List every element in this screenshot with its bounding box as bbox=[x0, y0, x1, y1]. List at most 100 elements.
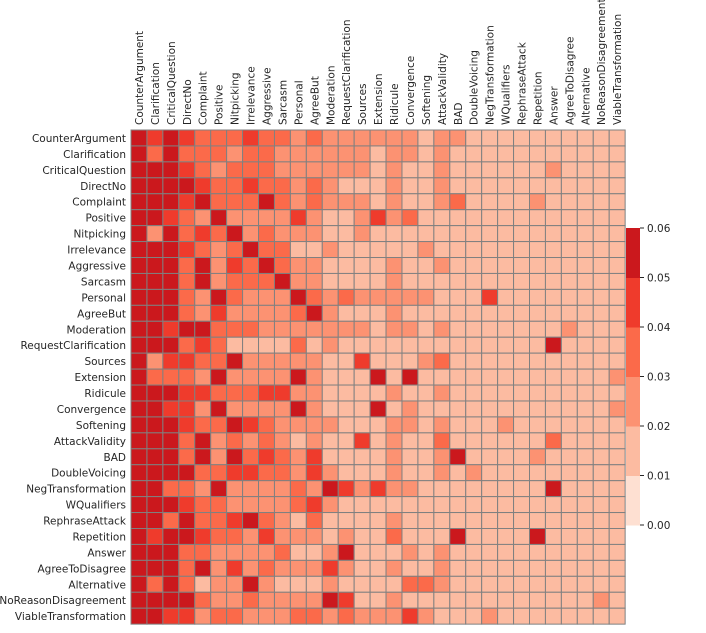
heatmap-cell-BAD-RephraseAttack bbox=[513, 448, 530, 466]
heatmap-cell-Extension-CriticalQuestion bbox=[162, 368, 180, 386]
heatmap-cell-Softening-BAD bbox=[449, 416, 467, 434]
heatmap-cell-RephraseAttack-CounterArgument bbox=[130, 512, 148, 529]
heatmap-cell-Repetition-NoReasonDisagreement bbox=[592, 528, 610, 545]
heatmap-cell-AgreeToDisagree-ViableTransformation bbox=[608, 559, 626, 577]
heatmap-cell-DoubleVoicing-Answer bbox=[544, 464, 562, 482]
col-label-WQualifiers: WQualifiers bbox=[501, 65, 513, 125]
heatmap-cell-WQualifiers-Answer bbox=[544, 496, 562, 514]
heatmap-cell-DirectNo-NoReasonDisagreement bbox=[592, 177, 610, 195]
heatmap-cell-DoubleVoicing-NoReasonDisagreement bbox=[592, 464, 610, 482]
heatmap-cell-Positive-AgreeBut bbox=[305, 209, 323, 227]
heatmap-cell-Repetition-Personal bbox=[289, 528, 307, 545]
heatmap-cell-Personal-WQualifiers bbox=[497, 288, 515, 306]
heatmap-cell-AgreeToDisagree-Ridicule bbox=[385, 559, 403, 577]
heatmap-cell-DoubleVoicing-Repetition bbox=[529, 464, 546, 482]
heatmap-cell-DirectNo-CriticalQuestion bbox=[162, 177, 180, 195]
heatmap-cell-Convergence-Convergence bbox=[401, 400, 419, 418]
heatmap-cell-Nitpicking-BAD bbox=[449, 225, 467, 243]
heatmap-cell-Answer-Moderation bbox=[321, 543, 339, 561]
heatmap-cell-WQualifiers-Personal bbox=[289, 496, 307, 514]
heatmap-cell-DoubleVoicing-AgreeBut bbox=[305, 464, 323, 482]
heatmap-cell-CriticalQuestion-Nitpicking bbox=[226, 161, 244, 179]
heatmap-cell-AgreeBut-Positive bbox=[210, 304, 228, 322]
heatmap-cell-WQualifiers-Sarcasm bbox=[273, 496, 291, 514]
heatmap-cell-Extension-NoReasonDisagreement bbox=[592, 368, 610, 386]
heatmap-cell-Alternative-DirectNo bbox=[178, 575, 196, 593]
heatmap-cell-NegTransformation-CounterArgument bbox=[130, 480, 148, 498]
heatmap-cell-RequestClarification-NoReasonDisagreement bbox=[592, 336, 610, 354]
heatmap-cell-Sources-CriticalQuestion bbox=[162, 352, 180, 370]
heatmap-cell-RephraseAttack-Aggressive bbox=[258, 512, 275, 529]
colorbar-tick-label: 0.00 bbox=[647, 520, 670, 532]
heatmap-cell-Clarification-RequestClarification bbox=[337, 145, 355, 163]
heatmap-cell-WQualifiers-NoReasonDisagreement bbox=[592, 496, 610, 514]
heatmap-cell-NoReasonDisagreement-RequestClarification bbox=[337, 591, 355, 609]
heatmap-cell-Sources-RephraseAttack bbox=[513, 352, 530, 370]
heatmap-cell-CriticalQuestion-Softening bbox=[417, 161, 435, 179]
heatmap-cell-CriticalQuestion-AttackValidity bbox=[433, 161, 451, 179]
heatmap-cell-RequestClarification-Irrelevance bbox=[242, 336, 260, 354]
heatmap-cell-NegTransformation-AgreeToDisagree bbox=[560, 480, 578, 498]
heatmap-cell-Complaint-Clarification bbox=[146, 193, 164, 211]
heatmap-cell-Sources-CounterArgument bbox=[130, 352, 148, 370]
heatmap-cell-Extension-AttackValidity bbox=[433, 368, 451, 386]
heatmap-cell-ViableTransformation-CriticalQuestion bbox=[162, 607, 180, 625]
heatmap-cell-Softening-CriticalQuestion bbox=[162, 416, 180, 434]
heatmap-cell-Ridicule-NegTransformation bbox=[481, 384, 499, 402]
heatmap-cell-Convergence-RequestClarification bbox=[337, 400, 355, 418]
heatmap-cell-Sarcasm-Nitpicking bbox=[226, 272, 244, 290]
heatmap-cell-Sarcasm-AttackValidity bbox=[433, 272, 451, 290]
heatmap-cell-Moderation-BAD bbox=[449, 320, 467, 338]
heatmap-cell-Softening-Repetition bbox=[529, 416, 546, 434]
col-label-RequestClarification: RequestClarification bbox=[341, 19, 353, 125]
heatmap-cell-Positive-Moderation bbox=[321, 209, 339, 227]
heatmap-cell-Ridicule-AgreeBut bbox=[305, 384, 323, 402]
heatmap-cell-Clarification-Complaint bbox=[194, 145, 212, 163]
heatmap-cell-Moderation-Extension bbox=[369, 320, 387, 338]
heatmap-cell-Answer-CounterArgument bbox=[130, 543, 148, 561]
heatmap-cell-WQualifiers-DirectNo bbox=[178, 496, 196, 514]
heatmap-cell-BAD-Moderation bbox=[321, 448, 339, 466]
heatmap-cell-DirectNo-Clarification bbox=[146, 177, 164, 195]
row-label-Convergence: Convergence bbox=[57, 404, 126, 416]
heatmap-cell-Personal-Aggressive bbox=[258, 288, 275, 306]
heatmap-cell-DoubleVoicing-Extension bbox=[369, 464, 387, 482]
col-label-Sarcasm: Sarcasm bbox=[277, 80, 289, 125]
heatmap-cell-DoubleVoicing-Ridicule bbox=[385, 464, 403, 482]
heatmap-cell-Nitpicking-ViableTransformation bbox=[608, 225, 626, 243]
heatmap-cell-CriticalQuestion-ViableTransformation bbox=[608, 161, 626, 179]
heatmap-cell-Clarification-Irrelevance bbox=[242, 145, 260, 163]
heatmap-cell-AttackValidity-Clarification bbox=[146, 432, 164, 450]
heatmap-cell-Aggressive-Softening bbox=[417, 257, 435, 274]
heatmap-cell-Clarification-ViableTransformation bbox=[608, 145, 626, 163]
heatmap-cell-AgreeToDisagree-Irrelevance bbox=[242, 559, 260, 577]
heatmap-cell-Personal-Positive bbox=[210, 288, 228, 306]
heatmap-cell-Extension-DoubleVoicing bbox=[465, 368, 483, 386]
heatmap-cell-Nitpicking-Irrelevance bbox=[242, 225, 260, 243]
heatmap-cell-Complaint-Convergence bbox=[401, 193, 419, 211]
heatmap-cell-AttackValidity-Personal bbox=[289, 432, 307, 450]
heatmap-cell-Extension-Irrelevance bbox=[242, 368, 260, 386]
heatmap-cell-AgreeBut-NegTransformation bbox=[481, 304, 499, 322]
heatmap-cell-ViableTransformation-AttackValidity bbox=[433, 607, 451, 625]
heatmap-cell-Convergence-Alternative bbox=[576, 400, 594, 418]
heatmap-cell-DirectNo-Softening bbox=[417, 177, 435, 195]
heatmap-cell-Sources-AgreeToDisagree bbox=[560, 352, 578, 370]
heatmap-cell-Repetition-Extension bbox=[369, 528, 387, 545]
heatmap-cell-CriticalQuestion-Answer bbox=[544, 161, 562, 179]
heatmap-cell-NoReasonDisagreement-Answer bbox=[544, 591, 562, 609]
heatmap-cell-RequestClarification-Extension bbox=[369, 336, 387, 354]
heatmap-cell-Positive-Softening bbox=[417, 209, 435, 227]
heatmap-cell-BAD-Nitpicking bbox=[226, 448, 244, 466]
col-label-Complaint: Complaint bbox=[198, 71, 210, 125]
heatmap-cell-AgreeBut-BAD bbox=[449, 304, 467, 322]
heatmap-cell-CounterArgument-NoReasonDisagreement bbox=[592, 129, 610, 147]
heatmap-cell-DirectNo-Nitpicking bbox=[226, 177, 244, 195]
heatmap-cell-Complaint-Answer bbox=[544, 193, 562, 211]
heatmap-cell-NoReasonDisagreement-Sarcasm bbox=[273, 591, 291, 609]
heatmap-cell-Extension-Personal bbox=[289, 368, 307, 386]
heatmap-cell-Alternative-RephraseAttack bbox=[513, 575, 530, 593]
heatmap-cell-RephraseAttack-RequestClarification bbox=[337, 512, 355, 529]
heatmap-cell-DirectNo-Complaint bbox=[194, 177, 212, 195]
